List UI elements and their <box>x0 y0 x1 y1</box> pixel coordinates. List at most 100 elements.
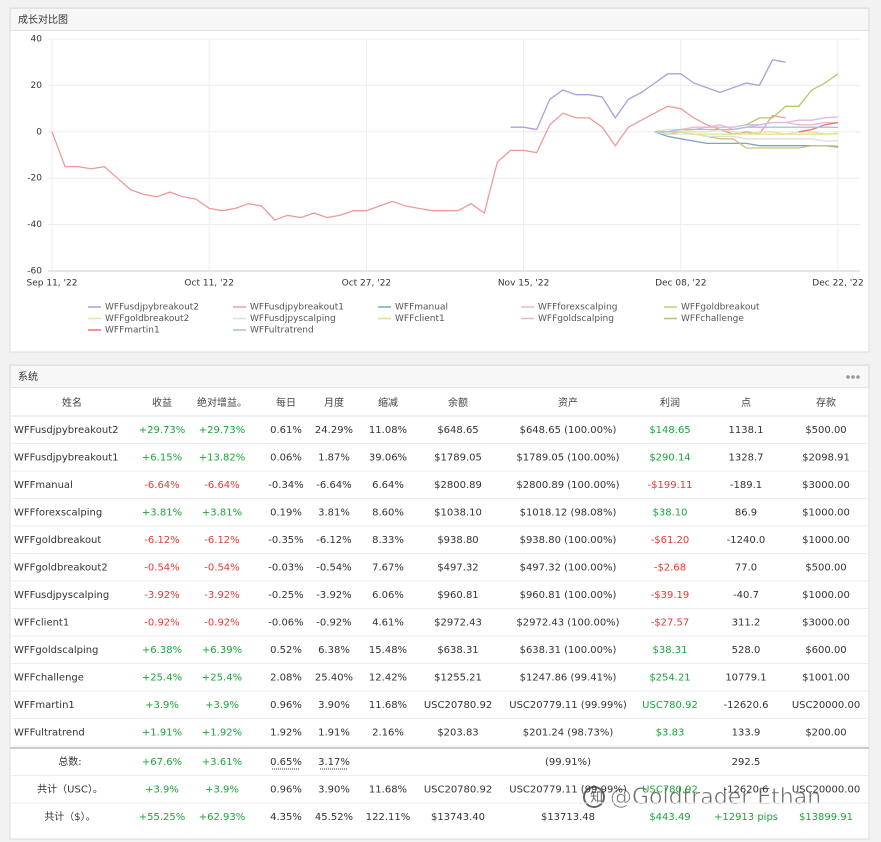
table-cell: 1.91% <box>318 728 350 739</box>
table-cell: 25.40% <box>315 673 353 684</box>
table-cell: 0.96% <box>270 700 302 711</box>
table-cell: $1789.05 (100.00%) <box>516 453 619 464</box>
table-cell: 3.90% <box>318 785 350 796</box>
table-cell: $1038.10 <box>434 508 482 519</box>
table-cell: 1.87% <box>318 453 350 464</box>
table-cell: 3.81% <box>318 508 350 519</box>
legend-label: WFFchallenge <box>681 314 744 324</box>
table-cell: +3.81% <box>202 508 242 519</box>
table-cell: $497.32 (100.00%) <box>520 563 617 574</box>
y-tick-label: -20 <box>27 174 42 184</box>
y-tick-label: 40 <box>31 35 43 45</box>
table-cell: $1018.12 (98.08%) <box>520 508 617 519</box>
table-cell: $200.00 <box>805 728 846 739</box>
y-tick-label: 0 <box>36 127 42 137</box>
table-cell: 39.06% <box>369 453 407 464</box>
legend-label: WFFmartin1 <box>105 326 160 336</box>
x-tick-label: Dec 08, '22 <box>655 279 706 289</box>
table-cell: 86.9 <box>735 508 757 519</box>
table-cell: 77.0 <box>735 563 757 574</box>
table-cell: 2.08% <box>270 673 302 684</box>
table-cell: 4.35% <box>270 812 302 823</box>
chart-panel-header <box>10 8 869 31</box>
table-cell: 共计（USC）。 <box>37 783 103 796</box>
table-cell: USC20000.00 <box>792 785 860 796</box>
table-cell: -6.64% <box>144 480 179 491</box>
table-cell: 1.92% <box>270 728 302 739</box>
table-cell: 45.52% <box>315 812 353 823</box>
series-line <box>654 131 839 135</box>
table-cell: $648.65 (100.00%) <box>520 425 617 436</box>
column-header: 点 <box>741 397 751 409</box>
table-cell: -189.1 <box>730 480 762 491</box>
column-header: 余额 <box>448 396 468 409</box>
table-cell: 3.17% <box>318 757 350 768</box>
menu-icon[interactable] <box>846 375 860 379</box>
table-cell: $13713.48 <box>541 812 595 823</box>
table-cell: +3.61% <box>202 757 242 768</box>
table-cell: 8.33% <box>372 535 404 546</box>
column-header: 月度 <box>324 396 344 409</box>
table-cell: 4.61% <box>372 618 404 629</box>
chart-panel <box>9 7 870 353</box>
column-header: 每日 <box>276 396 296 409</box>
table-cell: 共计（$）。 <box>44 810 95 823</box>
table-cell: $203.83 <box>437 728 478 739</box>
column-header: 资产 <box>558 396 578 409</box>
table-cell: WFFmanual <box>14 480 73 491</box>
table-cell: -$199.11 <box>648 480 693 491</box>
table-cell: $2972.43 (100.00%) <box>516 618 619 629</box>
table-cell: $148.65 <box>649 425 690 436</box>
legend-label: WFFgoldscalping <box>538 314 614 324</box>
table-cell: WFFchallenge <box>14 673 84 684</box>
table-cell: -6.12% <box>204 535 239 546</box>
table-cell: 8.60% <box>372 508 404 519</box>
table-cell: 2.16% <box>372 728 404 739</box>
table-cell: $3000.00 <box>802 480 850 491</box>
table-cell: -$39.19 <box>651 590 690 601</box>
table-cell: -$2.68 <box>654 563 686 574</box>
table-cell: 311.2 <box>732 618 761 629</box>
table-cell: $960.81 (100.00%) <box>520 590 617 601</box>
table-cell: $3000.00 <box>802 618 850 629</box>
x-tick-label: Sep 11, '22 <box>27 279 78 289</box>
table-cell: +13.82% <box>199 453 246 464</box>
table-cell: 12.42% <box>369 673 407 684</box>
table-cell: WFFusdjpybreakout2 <box>14 425 118 436</box>
table-cell: WFFultratrend <box>14 728 85 739</box>
column-header: 绝对增益。 <box>197 396 247 409</box>
table-cell: $38.10 <box>653 508 688 519</box>
table-cell: 3.90% <box>318 700 350 711</box>
series-line <box>510 59 786 131</box>
table-cell: -6.64% <box>316 480 351 491</box>
table-cell: +25.4% <box>202 673 242 684</box>
table-cell: USC20780.92 <box>424 785 492 796</box>
column-header: 缩减 <box>378 396 398 409</box>
table-cell: +1.92% <box>202 728 242 739</box>
table-cell: 总数: <box>58 755 81 768</box>
table-cell: 7.67% <box>372 563 404 574</box>
table-cell: WFFforexscalping <box>14 508 102 519</box>
table-cell: -0.92% <box>204 618 239 629</box>
table-cell: -3.92% <box>144 590 179 601</box>
table-cell: $1247.86 (99.41%) <box>520 673 617 684</box>
table-cell: +12913 pips <box>714 812 778 823</box>
column-header: 姓名 <box>62 396 82 409</box>
table-cell: $38.31 <box>653 645 688 656</box>
table-cell: 6.64% <box>372 480 404 491</box>
table-cell: 11.08% <box>369 425 407 436</box>
table-cell: 0.65% <box>270 757 302 768</box>
table-cell: -0.25% <box>268 590 303 601</box>
table-cell: +3.9% <box>205 785 239 796</box>
table-cell: -3.92% <box>204 590 239 601</box>
x-tick-label: Dec 22, '22 <box>812 279 863 289</box>
table-cell: 0.06% <box>270 453 302 464</box>
table-cell: 292.5 <box>732 757 761 768</box>
table-cell: -0.54% <box>144 563 179 574</box>
table-cell: WFFclient1 <box>14 618 69 629</box>
legend-label: WFFgoldbreakout <box>681 303 760 313</box>
table-cell: +29.73% <box>199 425 246 436</box>
table-panel-header <box>10 365 869 388</box>
series-line <box>654 131 839 148</box>
